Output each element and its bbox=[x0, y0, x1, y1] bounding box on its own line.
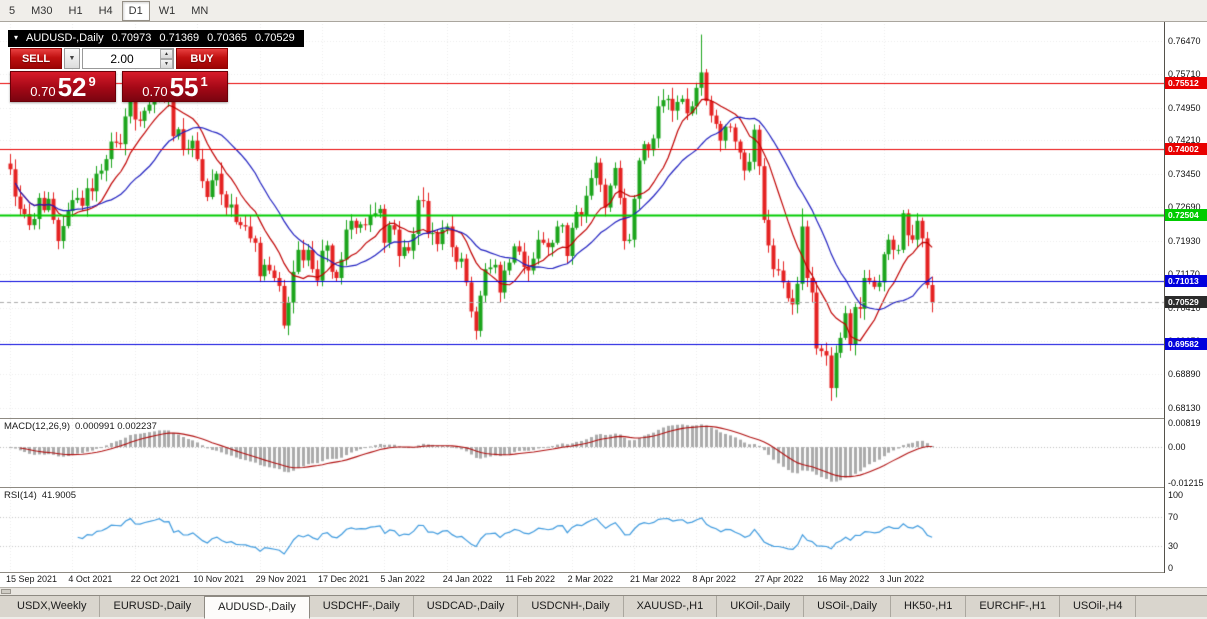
ohlc-open: 0.70973 bbox=[111, 32, 152, 44]
volume-decrement-button[interactable]: ▼ bbox=[160, 59, 173, 69]
macd-label: MACD(12,26,9) 0.000991 0.002237 bbox=[4, 421, 157, 432]
date-label: 24 Jan 2022 bbox=[442, 574, 493, 584]
price-axis-label: 0.68890 bbox=[1168, 369, 1201, 380]
price-axis-label: 0.71930 bbox=[1168, 235, 1201, 246]
price-axis[interactable]: 0.76470 0.75710 0.74950 0.74210 0.73450 0.726… bbox=[1164, 22, 1207, 573]
date-label: 15 Sep 2021 bbox=[6, 574, 58, 584]
rsi-axis-label: 0 bbox=[1168, 563, 1174, 574]
price-axis-label: 0.68130 bbox=[1168, 402, 1201, 413]
tab-eurchf-h1[interactable]: EURCHF-,H1 bbox=[966, 596, 1060, 617]
date-label: 3 Jun 2022 bbox=[879, 574, 925, 584]
ohlc-high: 0.71369 bbox=[159, 32, 200, 44]
macd-axis-label: 0.00819 bbox=[1168, 417, 1201, 428]
collapse-panel-icon[interactable]: ▾ bbox=[14, 33, 19, 42]
volume-dropdown[interactable]: ▼ bbox=[64, 48, 80, 69]
date-label: 2 Mar 2022 bbox=[567, 574, 614, 584]
price-axis-label: 0.74950 bbox=[1168, 102, 1201, 113]
tab-audusd-daily[interactable]: AUDUSD-,Daily bbox=[204, 596, 310, 619]
tab-usdcad-daily[interactable]: USDCAD-,Daily bbox=[414, 596, 519, 617]
buy-price-main: 55 bbox=[169, 71, 199, 102]
level-price-tag: 0.75512 bbox=[1165, 76, 1207, 89]
tab-hk50-h1[interactable]: HK50-,H1 bbox=[891, 596, 967, 617]
date-label: 16 May 2022 bbox=[817, 574, 870, 584]
tab-usoil-h4[interactable]: USOil-,H4 bbox=[1060, 596, 1137, 617]
volume-input[interactable] bbox=[82, 48, 174, 69]
date-label: 11 Feb 2022 bbox=[505, 574, 556, 584]
timeframe-button-mn[interactable]: MN bbox=[191, 4, 209, 17]
level-price-tag: 0.69582 bbox=[1165, 337, 1207, 350]
date-label: 22 Oct 2021 bbox=[130, 574, 180, 584]
sell-price[interactable]: 0.70 52 9 bbox=[10, 71, 116, 102]
timeframe-button-5[interactable]: 5 bbox=[9, 4, 16, 17]
chart-tab-bar: USDX,Weekly EURUSD-,Daily AUDUSD-,Daily USD… bbox=[0, 595, 1207, 619]
price-axis-label: 0.73450 bbox=[1168, 168, 1201, 179]
date-label: 10 Nov 2021 bbox=[193, 574, 245, 584]
volume-increment-button[interactable]: ▲ bbox=[160, 49, 173, 59]
horizontal-scrollbar[interactable] bbox=[0, 587, 1207, 595]
symbol-name: AUDUSD-,Daily bbox=[26, 32, 104, 44]
buy-price-prefix: 0.70 bbox=[142, 83, 168, 99]
date-label: 4 Oct 2021 bbox=[68, 574, 113, 584]
macd-axis-label: 0.00 bbox=[1168, 442, 1186, 453]
rsi-panel-canvas[interactable] bbox=[0, 488, 1164, 572]
date-label: 29 Nov 2021 bbox=[255, 574, 307, 584]
scrollbar-thumb[interactable] bbox=[1, 589, 11, 594]
ohlc-close: 0.70529 bbox=[254, 32, 295, 44]
date-label: 8 Apr 2022 bbox=[692, 574, 736, 584]
tab-usoil-daily[interactable]: USOil-,Daily bbox=[804, 596, 892, 617]
timeframe-button-h1[interactable]: H1 bbox=[68, 4, 83, 17]
rsi-label: RSI(14) 41.9005 bbox=[4, 490, 77, 501]
tab-eurusd-daily[interactable]: EURUSD-,Daily bbox=[100, 596, 206, 617]
timeframe-button-w1[interactable]: W1 bbox=[158, 4, 176, 17]
date-label: 27 Apr 2022 bbox=[754, 574, 804, 584]
price-axis-label: 0.76470 bbox=[1168, 35, 1201, 46]
sell-price-main: 52 bbox=[57, 71, 87, 102]
tab-ukoil-daily[interactable]: UKOil-,Daily bbox=[717, 596, 805, 617]
date-label: 17 Dec 2021 bbox=[318, 574, 370, 584]
chart-title-bar: ▾ AUDUSD-,Daily 0.70973 0.71369 0.70365 … bbox=[8, 30, 304, 47]
one-click-trading-panel: SELL ▼ ▲ ▼ BUY 0.70 52 9 bbox=[10, 48, 228, 102]
timeframe-toolbar: 5 M30 H1 H4 D1 W1 MN bbox=[0, 0, 1207, 22]
panel-separator[interactable] bbox=[0, 487, 1207, 488]
date-label: 5 Jan 2022 bbox=[380, 574, 425, 584]
chart-window: 0.76470 0.75710 0.74950 0.74210 0.73450 0.726… bbox=[0, 22, 1207, 595]
current-price-tag: 0.70529 bbox=[1165, 296, 1207, 309]
price-axis-label: 0.72690 bbox=[1168, 202, 1201, 213]
timeframe-button-m30[interactable]: M30 bbox=[31, 4, 53, 17]
tab-usdchf-daily[interactable]: USDCHF-,Daily bbox=[310, 596, 414, 617]
buy-price[interactable]: 0.70 55 1 bbox=[122, 71, 228, 102]
level-price-tag: 0.74002 bbox=[1165, 143, 1207, 156]
price-axis-label: 0.75710 bbox=[1168, 69, 1201, 80]
level-price-tag: 0.72504 bbox=[1165, 209, 1207, 222]
tab-usdx-weekly[interactable]: USDX,Weekly bbox=[4, 596, 101, 617]
rsi-axis-label: 30 bbox=[1168, 541, 1179, 552]
chevron-down-icon: ▼ bbox=[68, 55, 76, 62]
buy-price-pipette: 1 bbox=[200, 73, 208, 89]
rsi-axis-label: 100 bbox=[1168, 490, 1184, 501]
macd-axis-label: -0.01215 bbox=[1168, 478, 1204, 488]
tab-usdcnh-daily[interactable]: USDCNH-,Daily bbox=[518, 596, 624, 617]
level-price-tag: 0.71013 bbox=[1165, 274, 1207, 287]
tab-xauusd-h1[interactable]: XAUUSD-,H1 bbox=[624, 596, 718, 617]
date-label: 21 Mar 2022 bbox=[630, 574, 681, 584]
buy-button[interactable]: BUY bbox=[176, 48, 228, 69]
timeframe-button-d1[interactable]: D1 bbox=[121, 0, 150, 21]
rsi-axis-label: 70 bbox=[1168, 512, 1179, 523]
panel-separator[interactable] bbox=[0, 418, 1207, 419]
sell-button[interactable]: SELL bbox=[10, 48, 62, 69]
sell-price-prefix: 0.70 bbox=[30, 83, 56, 99]
panel-separator[interactable] bbox=[0, 572, 1207, 573]
price-axis-label: 0.74210 bbox=[1168, 135, 1201, 146]
date-axis[interactable]: 15 Sep 2021 4 Oct 2021 22 Oct 2021 10 Nov 2… bbox=[0, 573, 1164, 587]
price-axis-label: 0.71170 bbox=[1168, 269, 1200, 279]
macd-panel-canvas[interactable] bbox=[0, 419, 1164, 487]
sell-price-pipette: 9 bbox=[88, 73, 96, 89]
ohlc-low: 0.70365 bbox=[207, 32, 247, 44]
timeframe-button-h4[interactable]: H4 bbox=[98, 4, 113, 17]
